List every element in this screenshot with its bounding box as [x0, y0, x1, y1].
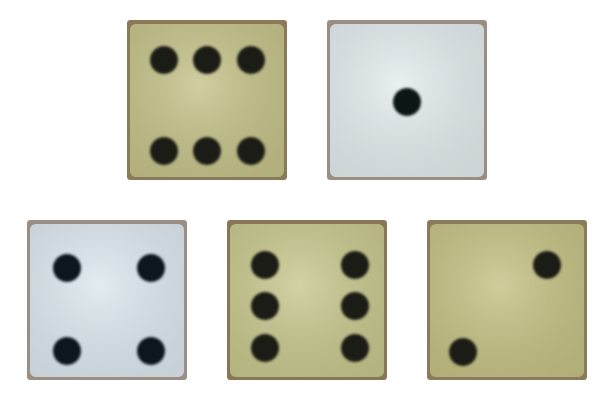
die-pip — [150, 137, 178, 165]
die-face — [227, 220, 387, 380]
die-pip — [53, 337, 81, 365]
die-pip — [341, 251, 369, 279]
die-pip — [393, 88, 421, 116]
die-one — [327, 20, 487, 180]
die-pip — [137, 254, 165, 282]
die-six-vertical — [227, 220, 387, 380]
die-pip — [53, 254, 81, 282]
die-pip — [449, 338, 477, 366]
die-pip — [150, 46, 178, 74]
die-face — [427, 220, 587, 380]
die-pip — [193, 137, 221, 165]
die-pip — [193, 46, 221, 74]
die-pip — [341, 334, 369, 362]
die-face — [327, 20, 487, 180]
die-six-horizontal — [127, 20, 287, 180]
die-face — [27, 220, 187, 380]
die-pip — [251, 292, 279, 320]
die-two — [427, 220, 587, 380]
die-face — [127, 20, 287, 180]
die-pip — [251, 334, 279, 362]
die-four — [27, 220, 187, 380]
die-pip — [251, 251, 279, 279]
die-pip — [341, 292, 369, 320]
die-pip — [237, 46, 265, 74]
die-pip — [533, 251, 561, 279]
die-pip — [237, 137, 265, 165]
die-pip — [137, 337, 165, 365]
